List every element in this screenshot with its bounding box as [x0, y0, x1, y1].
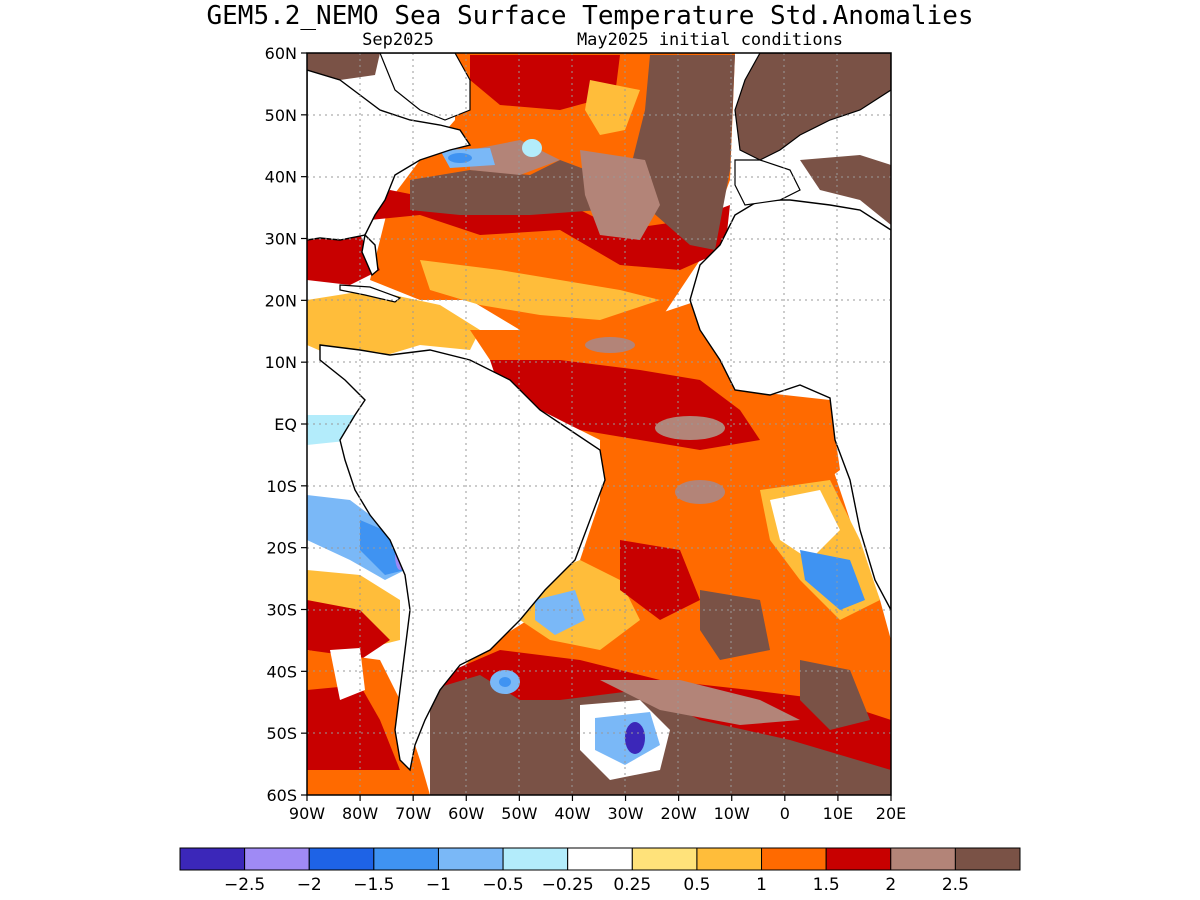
colorbar-swatch: [437, 847, 504, 871]
lon-tick-label: 90W: [289, 804, 325, 823]
land-south-america: [319, 344, 606, 772]
colorbar-swatch: [954, 847, 1021, 871]
lon-tick-label: 0: [780, 804, 790, 823]
graticule: [307, 53, 891, 795]
colorbar-label: 2: [885, 875, 896, 895]
caribbean-yellow: [307, 290, 480, 360]
na-light-blue-spot: [522, 139, 542, 157]
southern-brown-east: [800, 660, 870, 730]
pacific-blue-deep: [360, 520, 405, 575]
lon-tick-label: 30W: [607, 804, 643, 823]
land-iberia: [734, 159, 801, 206]
colorbar-label: 1.5: [813, 875, 840, 895]
colorbar-swatch: [761, 847, 827, 871]
sa-white-patch: [770, 490, 840, 560]
na-brown-nw: [307, 53, 380, 80]
tropical-tan-2: [585, 337, 635, 353]
land-north-america: [307, 69, 472, 241]
lon-tick-label: 10E: [823, 804, 853, 823]
colorbar-swatch: [631, 847, 698, 871]
colorbar-swatch: [179, 847, 246, 871]
subtitle-initial-conditions: May2025 initial conditions: [577, 30, 843, 50]
colorbar-swatch: [890, 847, 956, 871]
lon-tick-label: 60W: [448, 804, 484, 823]
na-deep-blue-spot: [448, 153, 472, 163]
southern-deep-blue: [625, 722, 645, 754]
lat-tick-label: 10S: [266, 477, 297, 496]
colorbar-label: −0.5: [482, 875, 523, 895]
colorbar-label: 1: [756, 875, 767, 895]
pacific-white-south: [330, 648, 365, 700]
figure-title: GEM5.2_NEMO Sea Surface Temperature Std.…: [206, 1, 973, 31]
pacific-red: [307, 600, 390, 660]
colorbar-label: −2: [297, 875, 322, 895]
lat-tick-label: 60N: [265, 44, 297, 63]
land-mediterranean: [800, 155, 891, 225]
colorbar-swatch: [308, 847, 375, 871]
lat-tick-label: 20N: [265, 291, 297, 310]
lat-tick-label: 10N: [265, 353, 297, 372]
land-europe: [734, 53, 891, 161]
lat-tick-label: 60S: [266, 786, 297, 805]
land-florida: [361, 233, 379, 277]
lon-tick-label: 80W: [342, 804, 378, 823]
southern-blue-3: [499, 677, 511, 687]
lat-tick-label: 20S: [266, 539, 297, 558]
sa-tan-1: [675, 480, 725, 504]
lat-tick-label: 50S: [266, 724, 297, 743]
latitude-axis: 60N 50N 40N 30N 20N 10N EQ 10S 20S 30S 40S 50S 60S: [265, 44, 307, 805]
land-cuba: [339, 284, 402, 303]
na-yellow-north: [585, 80, 640, 135]
lon-tick-label: 10W: [714, 804, 750, 823]
colorbar-label: −2.5: [224, 875, 265, 895]
sa-darkred-loop: [620, 540, 700, 620]
tropical-tan-1: [655, 416, 725, 440]
na-yellow-band: [420, 260, 660, 320]
lon-tick-label: 70W: [395, 804, 431, 823]
lat-tick-label: 30S: [266, 601, 297, 620]
colorbar-label: 0.5: [683, 875, 710, 895]
longitude-axis: 90W 80W 70W 60W 50W 40W 30W 20W 10W 0 10E 20E: [289, 795, 906, 823]
sa-blue-east: [800, 550, 865, 610]
southern-tan-band: [600, 680, 800, 725]
na-darkred-north: [470, 55, 620, 110]
lon-tick-label: 20W: [661, 804, 697, 823]
pacific-darkred-south: [307, 685, 400, 770]
colorbar-swatch: [696, 847, 763, 871]
colorbar-swatch: [825, 847, 892, 871]
colorbar: −2.5 −2 −1.5 −1 −0.5 −0.25 0.25 0.5 1 1.5 2 2.5: [179, 847, 1021, 895]
colorbar-swatch: [373, 847, 439, 871]
lat-tick-label: 40N: [265, 168, 297, 187]
na-tan-1: [580, 150, 660, 240]
na-brown-central: [410, 160, 600, 215]
colorbar-label: 0.25: [613, 875, 651, 895]
colorbar-label: −0.25: [542, 875, 594, 895]
sst-anomaly-map: [307, 53, 891, 795]
lat-tick-label: EQ: [274, 415, 297, 434]
lon-tick-label: 20E: [876, 804, 906, 823]
sa-brown-mid: [700, 590, 770, 660]
gulf-red: [307, 235, 380, 285]
lat-tick-label: 30N: [265, 230, 297, 249]
colorbar-label: −1.5: [353, 875, 394, 895]
colorbar-swatch: [502, 847, 569, 871]
colorbar-label: 2.5: [942, 875, 969, 895]
colorbar-swatch: [567, 847, 633, 871]
subtitle-month: Sep2025: [362, 30, 434, 50]
lon-tick-label: 50W: [501, 804, 537, 823]
colorbar-label: −1: [426, 875, 451, 895]
lon-tick-label: 40W: [554, 804, 590, 823]
lat-tick-label: 50N: [265, 106, 297, 125]
lat-tick-label: 40S: [266, 662, 297, 681]
colorbar-swatch: [244, 847, 310, 871]
